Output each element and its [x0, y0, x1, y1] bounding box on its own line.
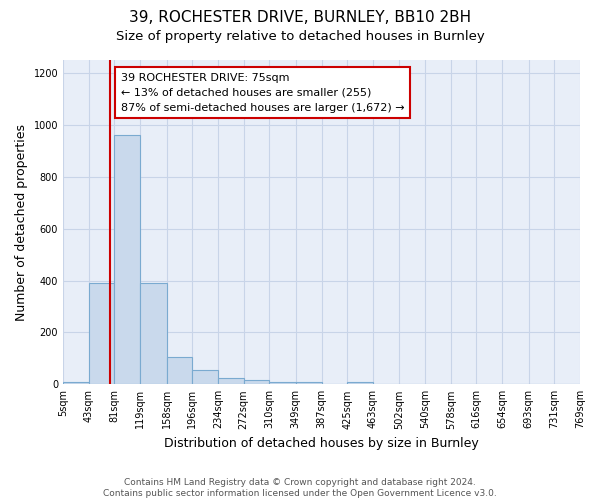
Bar	[296, 382, 322, 384]
Bar	[63, 382, 89, 384]
Bar	[347, 382, 373, 384]
Bar	[244, 380, 269, 384]
Text: 39, ROCHESTER DRIVE, BURNLEY, BB10 2BH: 39, ROCHESTER DRIVE, BURNLEY, BB10 2BH	[129, 10, 471, 25]
Y-axis label: Number of detached properties: Number of detached properties	[15, 124, 28, 320]
Text: Contains HM Land Registry data © Crown copyright and database right 2024.
Contai: Contains HM Land Registry data © Crown c…	[103, 478, 497, 498]
Bar	[167, 357, 192, 384]
Bar	[218, 378, 244, 384]
Text: 39 ROCHESTER DRIVE: 75sqm
← 13% of detached houses are smaller (255)
87% of semi: 39 ROCHESTER DRIVE: 75sqm ← 13% of detac…	[121, 73, 404, 112]
Text: Size of property relative to detached houses in Burnley: Size of property relative to detached ho…	[116, 30, 484, 43]
Bar	[140, 283, 167, 384]
Bar	[192, 370, 218, 384]
X-axis label: Distribution of detached houses by size in Burnley: Distribution of detached houses by size …	[164, 437, 479, 450]
Bar	[269, 382, 296, 384]
Bar	[115, 135, 140, 384]
Bar	[89, 283, 115, 384]
